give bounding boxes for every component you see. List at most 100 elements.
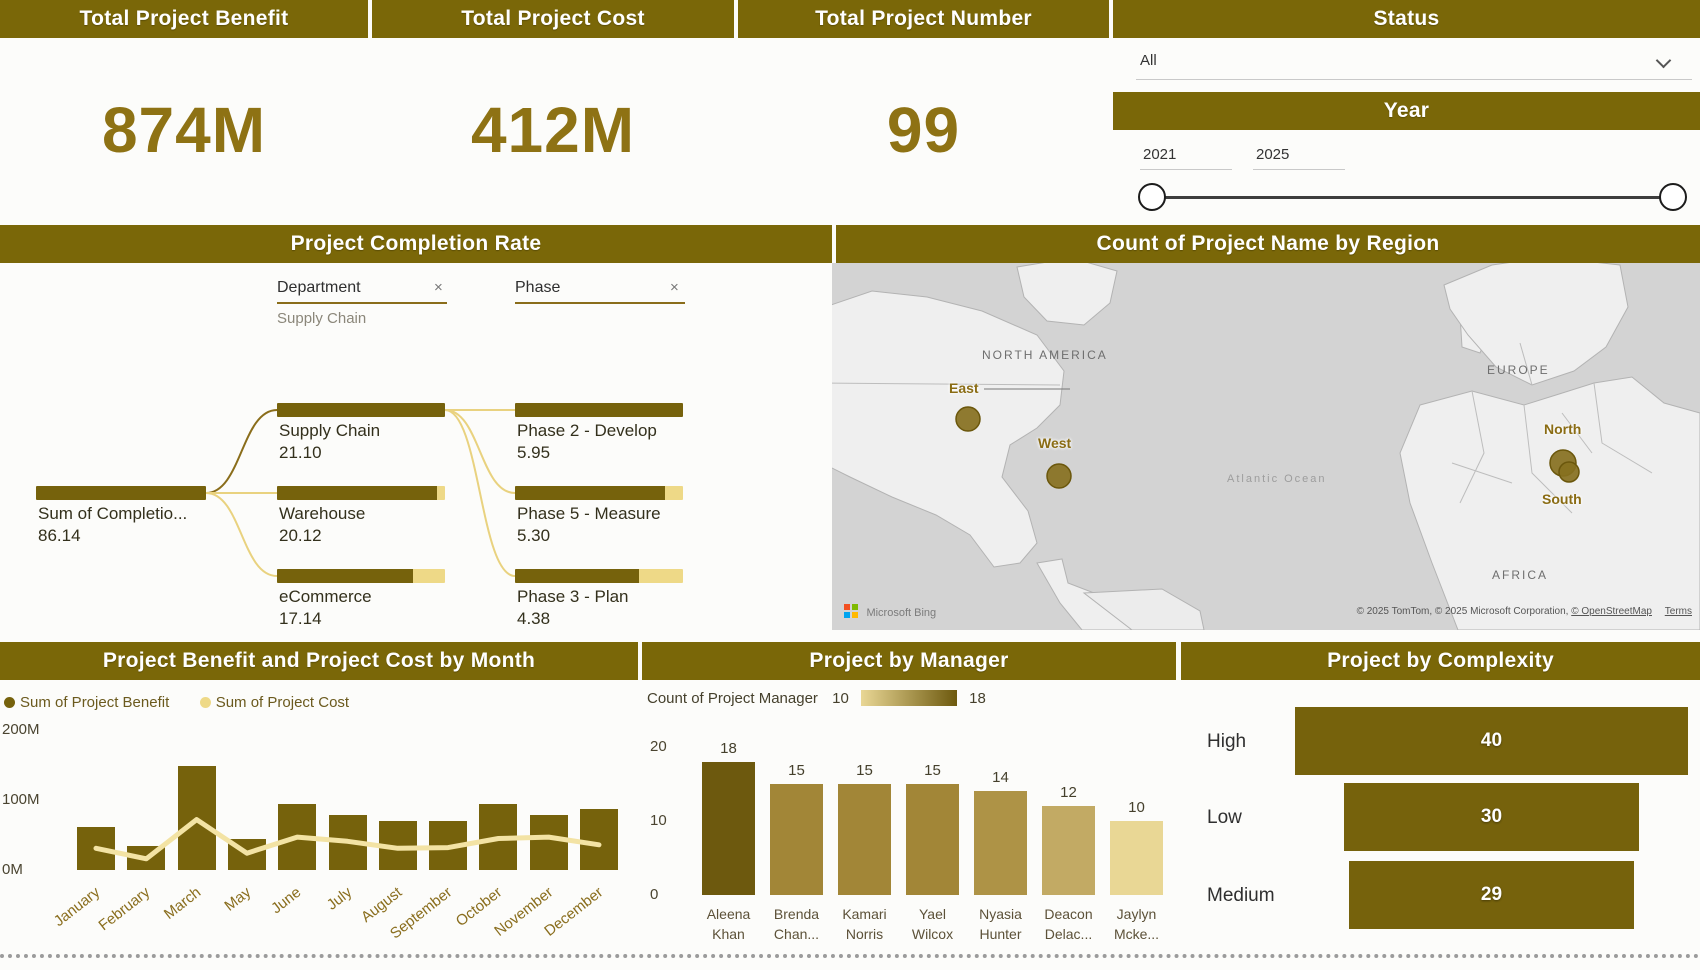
chevron-down-icon[interactable]	[1655, 52, 1672, 69]
tree-filter-phase[interactable]: Phase	[515, 279, 561, 296]
benefit-bar-june[interactable]	[278, 803, 317, 870]
kpi-value-total-cost: 412M	[470, 94, 636, 166]
tree-phase-1-bar-fill	[515, 486, 665, 500]
year-max-input[interactable]: 2025	[1256, 146, 1290, 163]
year-min-input[interactable]: 2021	[1143, 146, 1177, 163]
region-label-east: East	[949, 380, 979, 396]
status-dropdown-value[interactable]: All	[1140, 52, 1157, 69]
x-axis-label-manager: Deacon Delac...	[1044, 906, 1093, 942]
year-max-underline	[1253, 169, 1345, 170]
benefit-bar-march[interactable]	[177, 765, 216, 870]
geo-label-africa: AFRICA	[1492, 568, 1549, 582]
tree-dept-2-bar[interactable]	[277, 569, 445, 583]
year-slider-handle-left[interactable]	[1138, 183, 1166, 211]
manager-chart-header: Project by Manager	[642, 642, 1176, 680]
x-axis-label-manager: Yael Wilcox	[911, 906, 954, 942]
manager-chart-title: Project by Manager	[809, 649, 1009, 672]
manager-chart-legend: Count of Project Manager 10 18	[647, 690, 986, 707]
bing-logo-icon	[844, 604, 858, 618]
x-axis-label-manager: Kamari Norris	[842, 906, 887, 942]
benefit-bar-december[interactable]	[580, 809, 618, 870]
region-map[interactable]: NORTH AMERICA EUROPE AFRICA Atlantic Oce…	[832, 263, 1700, 630]
benefit-legend-dot-icon	[4, 697, 15, 708]
funnel-bar-low[interactable]: 30	[1344, 783, 1639, 851]
manager-bar-6[interactable]	[1110, 821, 1163, 895]
tree-filter-department-value: Supply Chain	[277, 310, 367, 327]
status-header: Status	[1113, 0, 1700, 38]
funnel-category-label: Medium	[1207, 885, 1275, 906]
terms-link[interactable]: Terms	[1664, 606, 1692, 617]
tree-dept-0-label: Supply Chain	[279, 421, 381, 440]
benefit-bar-november[interactable]	[529, 815, 568, 870]
benefit-bar-october[interactable]	[479, 803, 518, 870]
map-bubble-south[interactable]	[1558, 461, 1580, 483]
osm-link[interactable]: © OpenStreetMap	[1571, 606, 1652, 617]
manager-legend-max: 18	[969, 690, 986, 707]
map-attribution: © 2025 TomTom, © 2025 Microsoft Corporat…	[1357, 606, 1692, 617]
year-min-underline	[1140, 169, 1232, 170]
year-slider-track[interactable]	[1152, 196, 1673, 199]
kpi-header-total-benefit: Total Project Benefit	[0, 0, 368, 38]
tree-dept-2-label: eCommerce	[279, 587, 372, 606]
benefit-bar-august[interactable]	[378, 821, 417, 870]
region-label-south: South	[1542, 491, 1582, 507]
tree-dept-1-bar[interactable]	[277, 486, 445, 500]
manager-bar-0[interactable]	[702, 761, 755, 895]
x-axis-label-manager: Aleena Khan	[706, 906, 751, 942]
bar-value-label: 15	[924, 762, 941, 779]
kpi-title: Total Project Benefit	[79, 7, 289, 30]
funnel-bar-high[interactable]: 40	[1295, 707, 1688, 775]
kpi-header-total-cost: Total Project Cost	[372, 0, 734, 38]
funnel-bar-medium[interactable]: 29	[1349, 861, 1634, 929]
region-label-west: West	[1038, 435, 1072, 451]
close-icon[interactable]: ×	[434, 279, 443, 296]
kpi-value-total-number: 99	[886, 94, 961, 166]
tree-dept-0-bar[interactable]	[277, 403, 445, 417]
benefit-bar-july[interactable]	[328, 815, 367, 870]
month-chart: Sum of Project Benefit Sum of Project Co…	[0, 642, 640, 958]
tree-phase-0-label: Phase 2 - Develop	[517, 421, 657, 440]
year-title: Year	[1383, 99, 1430, 122]
geo-label-europe: EUROPE	[1487, 363, 1550, 377]
tree-phase-2-bar[interactable]	[515, 569, 683, 583]
legend-item-cost[interactable]: Sum of Project Cost	[199, 694, 349, 711]
manager-legend-label: Count of Project Manager	[647, 690, 818, 707]
map-bubble-east[interactable]	[955, 406, 981, 432]
manager-bar-2[interactable]	[838, 784, 891, 895]
bottom-dotted-divider	[0, 954, 1700, 958]
bar-value-label: 18	[720, 739, 737, 757]
tree-phase-1-bar[interactable]	[515, 486, 683, 500]
benefit-bar-may[interactable]	[227, 839, 266, 870]
tree-filter-department[interactable]: Department	[277, 279, 361, 296]
region-label-north: North	[1544, 421, 1582, 437]
funnel-category-label: High	[1207, 731, 1247, 752]
complexity-chart-header: Project by Complexity	[1181, 642, 1700, 680]
y-axis-tick: 200M	[2, 721, 40, 738]
tree-phase-2-bar-fill	[515, 569, 639, 583]
y-axis-tick: 10	[650, 812, 667, 829]
benefit-bar-february[interactable]	[127, 845, 166, 870]
complexity-chart-title: Project by Complexity	[1327, 649, 1554, 672]
map-bubble-west[interactable]	[1046, 463, 1072, 489]
benefit-bar-september[interactable]	[429, 821, 468, 870]
year-slider-handle-right[interactable]	[1659, 183, 1687, 211]
manager-legend-min: 10	[832, 690, 849, 707]
y-axis-tick: 0M	[2, 861, 23, 878]
close-icon[interactable]: ×	[670, 279, 679, 296]
benefit-bar-january[interactable]	[77, 827, 115, 870]
manager-bar-5[interactable]	[1042, 806, 1095, 895]
tree-root-bar-fill	[36, 486, 206, 500]
tree-phase-0-bar[interactable]	[515, 403, 683, 417]
tree-root-bar[interactable]	[36, 486, 206, 500]
map-panel-header: Count of Project Name by Region	[836, 225, 1700, 263]
geo-label-north-america: NORTH AMERICA	[982, 348, 1108, 362]
legend-item-benefit[interactable]: Sum of Project Benefit	[4, 694, 169, 711]
manager-bar-3[interactable]	[906, 784, 959, 895]
tree-root-label: Sum of Completio...	[38, 504, 188, 523]
status-title: Status	[1373, 7, 1440, 30]
y-axis-tick: 0	[650, 886, 659, 903]
tree-phase-2-label: Phase 3 - Plan	[517, 587, 629, 606]
manager-bar-4[interactable]	[974, 791, 1027, 895]
manager-bar-1[interactable]	[770, 784, 823, 895]
